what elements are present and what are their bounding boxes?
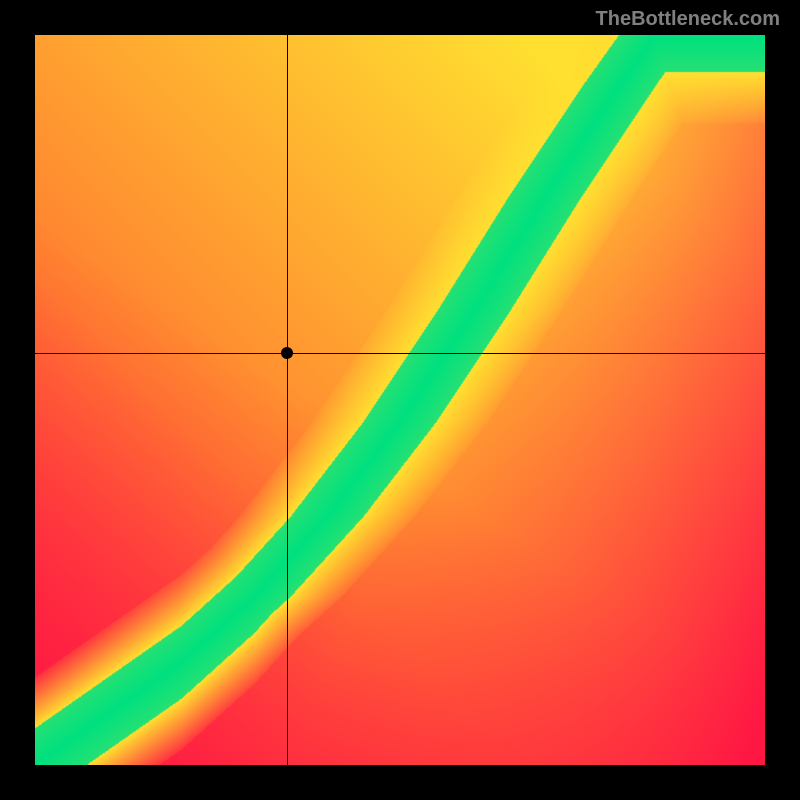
crosshair-horizontal	[35, 353, 765, 354]
marker-dot	[281, 347, 293, 359]
plot-area	[35, 35, 765, 765]
watermark-text: TheBottleneck.com	[596, 8, 780, 31]
crosshair-vertical	[287, 35, 288, 765]
heatmap-canvas	[35, 35, 765, 765]
